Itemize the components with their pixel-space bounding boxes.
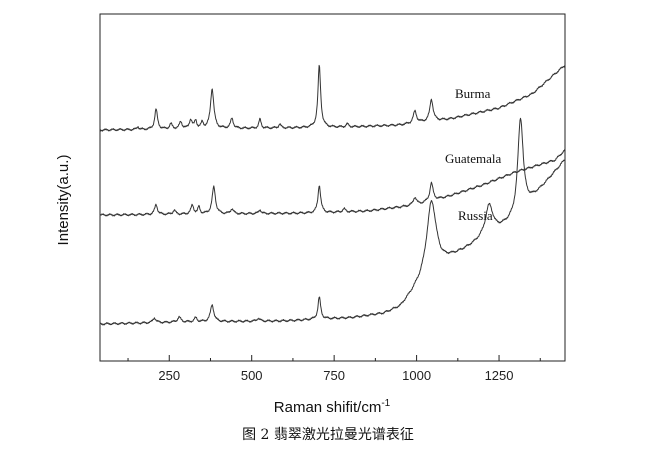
series-label-burma: Burma (455, 86, 491, 101)
figure-caption: 图 2 翡翠激光拉曼光谱表征 (242, 426, 414, 443)
x-axis-label: Raman shifit/cm-1 (274, 398, 391, 416)
x-tick-label: 1000 (402, 368, 431, 383)
plot-frame (99, 13, 566, 362)
x-tick-label: 1250 (485, 368, 514, 383)
x-axis-ticks (127, 355, 541, 361)
series-label-russia: Russia (458, 208, 493, 223)
y-axis-label: Intensity(a.u.) (55, 155, 72, 246)
series-labels: Burma Guatemala Russia (445, 86, 502, 223)
x-axis-label-text: Raman shifit/cm (274, 399, 382, 416)
x-tick-label: 500 (241, 368, 263, 383)
series-label-guatemala: Guatemala (445, 151, 502, 166)
spectrum-traces (99, 64, 566, 326)
x-axis-label-superscript: -1 (381, 398, 390, 409)
series-line-russia (99, 117, 566, 326)
series-line-guatemala (99, 148, 566, 217)
x-axis-tick-labels: 250 500 750 1000 1250 (158, 368, 513, 383)
x-tick-label: 250 (158, 368, 180, 383)
x-tick-label: 750 (323, 368, 345, 383)
series-line-burma (99, 64, 566, 132)
